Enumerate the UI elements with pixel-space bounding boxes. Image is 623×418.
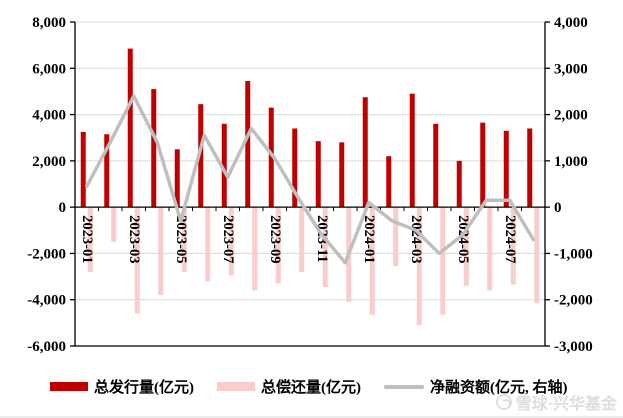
right-axis-label: 4,000	[554, 15, 588, 31]
x-tick-label: 2024-03	[408, 215, 424, 263]
x-tick-label: 2024-01	[361, 215, 377, 263]
left-axis-label: 6,000	[32, 61, 66, 77]
bar-repayment	[416, 207, 422, 326]
right-axis-label: -2,000	[554, 293, 593, 309]
bar-issuance	[433, 123, 439, 208]
bar-repayment	[181, 207, 187, 272]
bar-repayment	[322, 207, 328, 287]
left-axis-label: 4,000	[32, 108, 66, 124]
legend-label-net-financing: 净融资额(亿元, 右轴)	[430, 380, 568, 396]
bar-repayment	[87, 207, 93, 272]
bar-issuance	[151, 89, 157, 208]
bar-issuance	[127, 48, 133, 208]
left-axis-label: 8,000	[32, 15, 66, 31]
bar-repayment	[205, 207, 211, 282]
legend-label-issuance: 总发行量(亿元)	[94, 380, 194, 396]
watermark: 雪球·兴华基金	[495, 390, 617, 414]
x-tick-label: 2024-07	[502, 215, 518, 263]
bar-issuance	[480, 122, 486, 208]
net-financing-swatch-icon	[384, 384, 424, 389]
left-axis-label: 2,000	[32, 154, 66, 170]
bar-issuance	[245, 81, 251, 208]
net-financing-line	[85, 94, 535, 265]
bar-repayment	[252, 207, 258, 291]
bar-repayment	[369, 207, 375, 315]
bar-issuance	[104, 134, 110, 208]
right-axis-label: 3,000	[554, 61, 588, 77]
bar-issuance	[339, 142, 345, 208]
snowball-logo-icon	[495, 394, 512, 410]
bar-repayment	[275, 207, 281, 284]
right-axis-label: 0	[554, 200, 562, 216]
bar-issuance	[174, 149, 180, 208]
bar-issuance	[386, 156, 392, 208]
bar-issuance	[456, 160, 462, 208]
bar-issuance	[198, 104, 204, 208]
bar-issuance	[80, 131, 86, 208]
left-axis-label: -2,000	[27, 246, 66, 262]
left-axis-label: 0	[59, 200, 67, 216]
right-axis-label: -3,000	[554, 339, 593, 355]
bar-repayment	[510, 207, 516, 285]
bar-repayment	[111, 207, 117, 242]
bar-issuance	[527, 128, 533, 208]
x-tick-label: 2023-01	[79, 215, 95, 263]
left-axis-label: -6,000	[27, 339, 66, 355]
chart-legend: 总发行量(亿元) 总偿还量(亿元) 净融资额(亿元, 右轴)	[50, 376, 568, 397]
bar-issuance	[315, 141, 321, 208]
bottom-divider	[0, 416, 623, 418]
bar-issuance	[268, 107, 274, 208]
right-axis-label: -1,000	[554, 246, 593, 262]
bar-issuance	[292, 128, 298, 208]
bar-repayment	[299, 207, 305, 272]
x-tick-label: 2023-09	[267, 215, 283, 263]
bar-issuance	[409, 93, 415, 208]
bar-repayment	[487, 207, 493, 291]
legend-item-repayment: 总偿还量(亿元)	[217, 376, 361, 397]
bar-issuance	[362, 97, 368, 208]
bar-repayment	[534, 207, 540, 304]
bar-issuance	[503, 130, 509, 208]
legend-label-repayment: 总偿还量(亿元)	[261, 380, 361, 396]
issuance-swatch-icon	[50, 382, 88, 391]
bar-repayment	[463, 207, 469, 286]
right-axis-label: 2,000	[554, 108, 588, 124]
bar-repayment	[228, 207, 234, 276]
bar-repayment	[134, 207, 140, 314]
watermark-text: 雪球·兴华基金	[515, 396, 617, 413]
x-tick-label: 2023-03	[126, 215, 142, 263]
right-axis-label: 1,000	[554, 154, 588, 170]
bar-issuance	[221, 123, 227, 208]
legend-item-net-financing: 净融资额(亿元, 右轴)	[384, 376, 568, 397]
bar-repayment	[393, 207, 399, 267]
bar-repayment	[440, 207, 446, 315]
repayment-swatch-icon	[217, 382, 255, 391]
x-tick-label: 2023-05	[173, 215, 189, 263]
x-tick-label: 2023-07	[220, 215, 236, 263]
left-axis-label: -4,000	[27, 293, 66, 309]
bar-repayment	[158, 207, 164, 296]
legend-item-issuance: 总发行量(亿元)	[50, 376, 194, 397]
